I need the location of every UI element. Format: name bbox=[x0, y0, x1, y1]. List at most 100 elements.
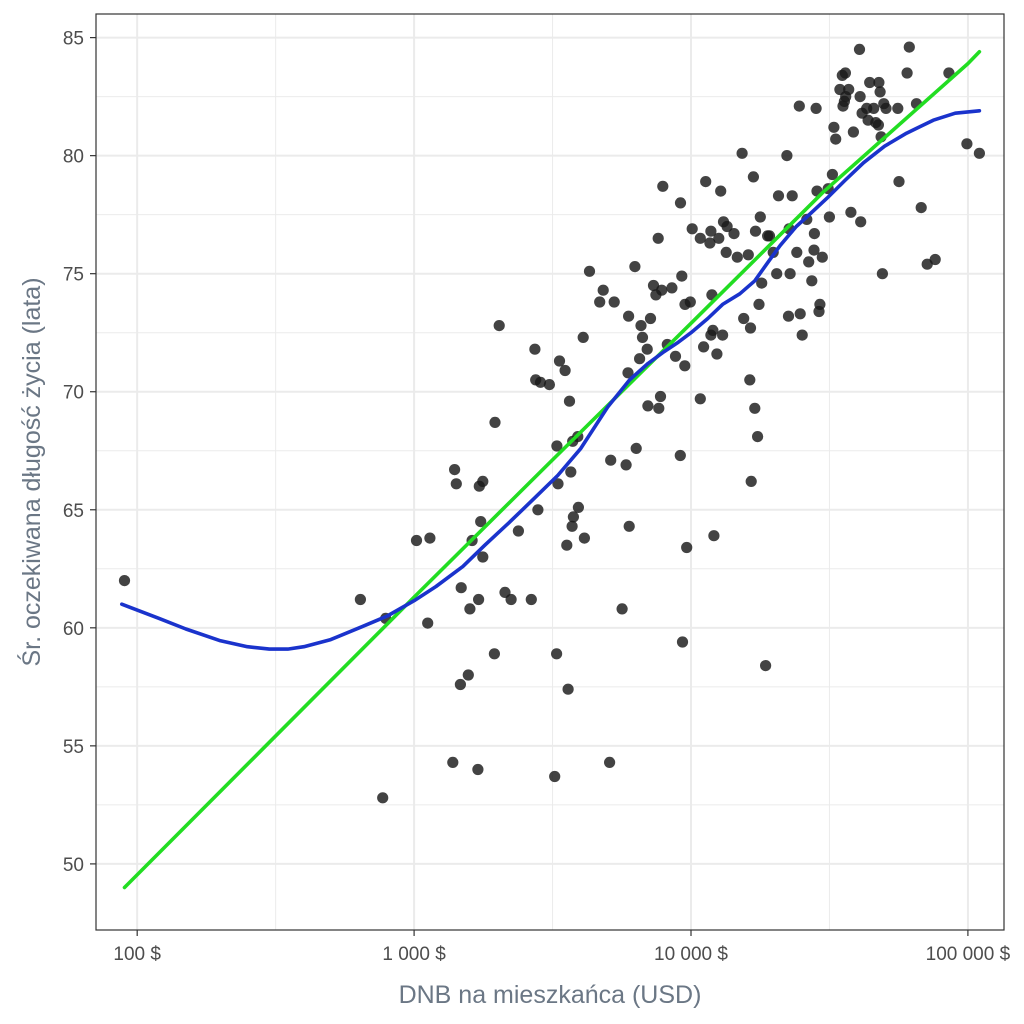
data-point bbox=[961, 138, 973, 150]
data-point bbox=[814, 298, 826, 310]
data-point bbox=[728, 228, 740, 240]
data-point bbox=[794, 308, 806, 320]
data-point bbox=[872, 119, 885, 131]
data-point bbox=[543, 379, 556, 391]
data-point bbox=[475, 516, 487, 528]
y-tick-label: 70 bbox=[63, 383, 84, 404]
data-point bbox=[594, 296, 606, 308]
data-point bbox=[704, 237, 716, 249]
data-point bbox=[756, 277, 768, 289]
data-points bbox=[118, 41, 986, 804]
x-axis-title: DNB na mieszkańca (USD) bbox=[399, 981, 702, 1009]
data-point bbox=[623, 520, 635, 532]
data-point bbox=[781, 150, 793, 162]
data-point bbox=[749, 225, 762, 237]
data-point bbox=[674, 449, 686, 462]
data-point bbox=[604, 756, 616, 769]
data-point bbox=[679, 360, 691, 372]
data-point bbox=[647, 279, 660, 292]
data-point bbox=[742, 249, 754, 261]
x-tick-label: 100 000 $ bbox=[926, 944, 1011, 965]
data-point bbox=[583, 265, 596, 277]
data-point bbox=[772, 190, 785, 202]
y-tick-label: 55 bbox=[63, 737, 84, 758]
y-tick-label: 85 bbox=[63, 29, 84, 50]
data-point bbox=[744, 374, 756, 386]
data-point bbox=[843, 83, 855, 96]
data-point bbox=[720, 246, 732, 258]
y-tick-label: 60 bbox=[63, 619, 84, 640]
data-point bbox=[577, 331, 589, 343]
data-point bbox=[708, 530, 720, 542]
data-point bbox=[676, 636, 689, 648]
data-point bbox=[853, 43, 866, 56]
data-point bbox=[929, 253, 941, 266]
data-point bbox=[534, 376, 547, 388]
data-point bbox=[464, 603, 476, 615]
data-point bbox=[629, 261, 641, 273]
data-point bbox=[686, 223, 698, 235]
data-point bbox=[847, 126, 860, 138]
data-point bbox=[630, 442, 642, 454]
data-point bbox=[410, 534, 423, 547]
data-point bbox=[529, 343, 541, 355]
grid bbox=[96, 14, 1004, 930]
data-point bbox=[752, 431, 764, 443]
data-point bbox=[454, 678, 466, 691]
data-point bbox=[808, 228, 821, 240]
data-point bbox=[666, 282, 678, 294]
data-point bbox=[700, 176, 712, 188]
data-point bbox=[839, 67, 852, 79]
data-point bbox=[676, 270, 688, 282]
data-point bbox=[803, 256, 815, 268]
data-point bbox=[562, 683, 574, 695]
data-point bbox=[447, 756, 459, 769]
data-point bbox=[552, 478, 564, 490]
data-point bbox=[754, 211, 766, 223]
data-point bbox=[551, 648, 563, 660]
data-point bbox=[623, 310, 635, 322]
data-point bbox=[642, 400, 654, 412]
data-point bbox=[449, 464, 461, 476]
data-point bbox=[641, 343, 653, 355]
data-point bbox=[473, 593, 485, 606]
data-point bbox=[566, 520, 578, 532]
data-point bbox=[674, 197, 687, 209]
data-point bbox=[377, 792, 389, 804]
data-point bbox=[489, 416, 501, 428]
data-point bbox=[567, 511, 580, 523]
data-point bbox=[653, 402, 665, 414]
data-point bbox=[354, 593, 366, 606]
data-point bbox=[901, 67, 913, 79]
data-point bbox=[563, 395, 576, 407]
data-point bbox=[477, 475, 489, 487]
data-point bbox=[561, 539, 573, 551]
data-point bbox=[880, 102, 892, 114]
data-point bbox=[786, 190, 798, 202]
data-point bbox=[717, 329, 729, 341]
data-point bbox=[855, 216, 867, 228]
data-point bbox=[572, 501, 585, 513]
data-point bbox=[654, 390, 667, 403]
data-point bbox=[605, 454, 617, 466]
fit-lines bbox=[120, 50, 982, 890]
data-point bbox=[597, 284, 609, 296]
x-tick-label: 10 000 $ bbox=[654, 944, 728, 965]
y-tick-label: 75 bbox=[63, 265, 84, 286]
axis-ticks: 100 $ 1 000 $ 10 000 $ 100 000 $ 50 55 60 65 70 7… bbox=[63, 29, 1011, 965]
data-point bbox=[656, 284, 668, 296]
data-point bbox=[823, 211, 836, 223]
data-point bbox=[620, 459, 632, 471]
data-point bbox=[816, 251, 828, 263]
data-point bbox=[462, 669, 474, 681]
data-point bbox=[532, 504, 544, 516]
data-point bbox=[698, 341, 710, 353]
x-tick-label: 1 000 $ bbox=[382, 944, 446, 965]
data-point bbox=[493, 320, 505, 332]
data-point bbox=[753, 298, 765, 310]
data-point bbox=[828, 121, 840, 133]
data-point bbox=[657, 180, 669, 192]
data-point bbox=[681, 541, 693, 554]
data-point bbox=[684, 296, 696, 308]
